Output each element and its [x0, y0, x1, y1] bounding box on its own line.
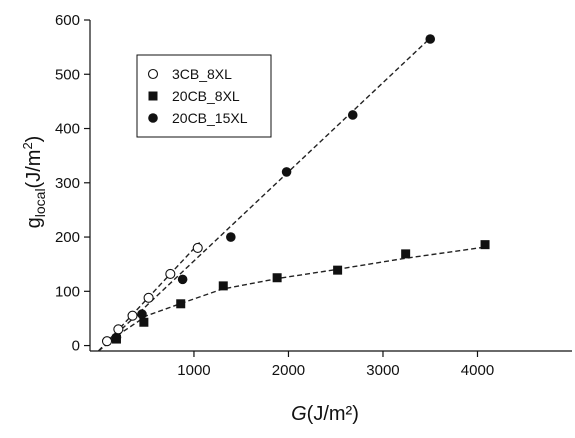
data-point-1	[165, 268, 176, 279]
data-point-3	[347, 110, 358, 120]
data-point-1	[113, 324, 124, 335]
data-point-2	[333, 265, 343, 275]
fit-line-2	[98, 246, 487, 352]
data-point-3	[111, 332, 122, 343]
y-tick-label: 200	[55, 229, 80, 246]
data-point-1	[192, 242, 203, 253]
ticks: 0 100 200 300 400 500 600 1000 2000 3000 4000	[55, 12, 494, 379]
data-point-3	[177, 274, 188, 285]
x-tick-label: 1000	[177, 362, 210, 379]
y-tick-label: 500	[55, 66, 80, 83]
data-point-2	[218, 281, 228, 291]
data-point-2	[272, 273, 282, 283]
plot-area: 0 100 200 300 400 500 600 1000 2000 3000 4000	[55, 12, 572, 379]
legend-box	[136, 54, 272, 138]
y-tick-label: 100	[55, 283, 80, 300]
data-point-2	[401, 249, 411, 259]
data-point-2	[480, 240, 490, 250]
x-tick-label: 4000	[461, 362, 494, 379]
legend-marker-1	[147, 68, 159, 80]
data-point-1	[101, 336, 113, 347]
x-tick-label: 2000	[272, 362, 305, 379]
fit-line-3	[98, 35, 433, 352]
data-point-3	[137, 309, 147, 319]
y-tick-label: 300	[55, 175, 80, 192]
y-tick-label: 0	[72, 338, 80, 355]
data-point-3	[425, 34, 436, 44]
y-axis-title: glocal(J/m2)	[20, 136, 48, 229]
data-point-3	[281, 167, 292, 177]
data-point-2	[176, 299, 186, 309]
y-tick-label: 600	[55, 12, 80, 29]
legend: 3CB_8XL 20CB_8XL 20CB_15XL	[136, 54, 272, 138]
legend-label-3: 20CB_15XL	[172, 110, 248, 126]
x-tick-label: 3000	[366, 362, 399, 379]
data-point-1	[143, 292, 154, 303]
data-points	[101, 34, 490, 347]
legend-label-1: 3CB_8XL	[172, 66, 232, 82]
data-point-3	[226, 232, 236, 242]
y-tick-label: 400	[55, 121, 80, 138]
legend-label-2: 20CB_8XL	[172, 88, 240, 104]
legend-marker-3	[148, 113, 158, 123]
legend-marker-2	[148, 91, 158, 101]
x-axis-title: G(J/m²)	[291, 403, 359, 425]
data-point-2	[139, 317, 149, 327]
data-point-1	[127, 310, 138, 321]
